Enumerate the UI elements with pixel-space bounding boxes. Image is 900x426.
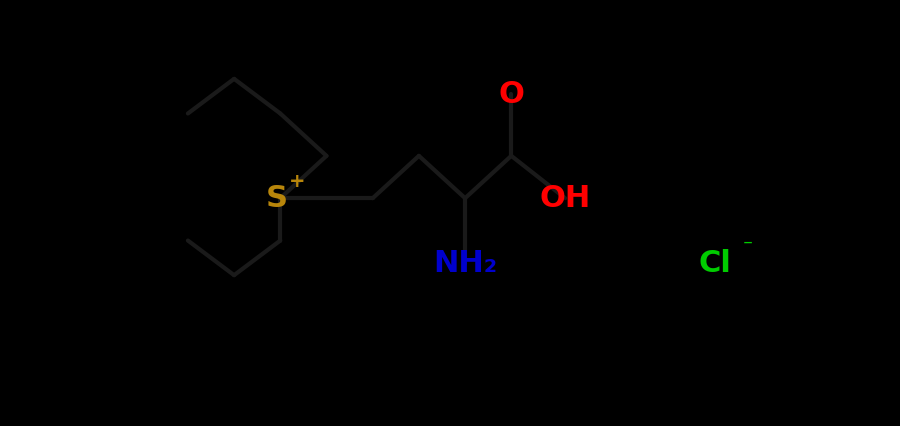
Text: +: +: [289, 172, 305, 191]
Text: ⁻: ⁻: [742, 237, 752, 256]
Text: O: O: [499, 80, 524, 109]
Text: S: S: [266, 184, 287, 213]
Text: OH: OH: [540, 184, 590, 213]
Text: Cl: Cl: [699, 249, 732, 278]
Text: NH₂: NH₂: [433, 249, 497, 278]
